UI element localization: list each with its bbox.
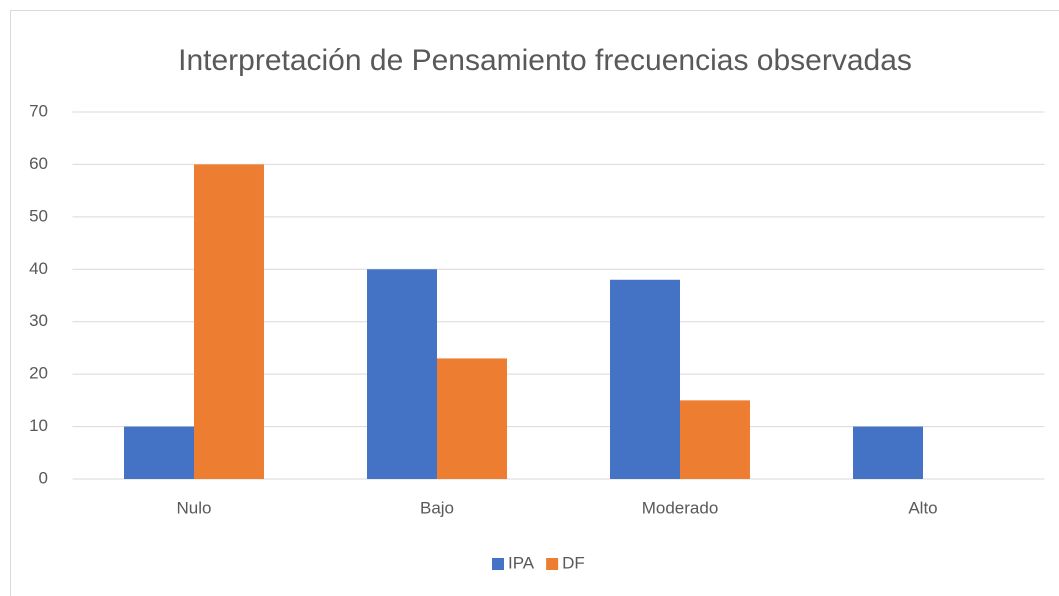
y-tick-label: 50 [29, 206, 48, 225]
y-tick-label: 40 [29, 259, 48, 278]
bar [853, 426, 923, 479]
legend-label: IPA [508, 553, 535, 572]
x-tick-label: Alto [908, 498, 937, 517]
legend-swatch [546, 558, 559, 570]
y-tick-label: 0 [39, 468, 48, 487]
x-tick-label: Moderado [642, 498, 719, 517]
legend-label: DF [562, 553, 585, 572]
bar [367, 269, 437, 479]
y-tick-label: 60 [29, 154, 48, 173]
bar [680, 400, 750, 479]
bar [124, 426, 194, 479]
bar [194, 164, 264, 479]
x-tick-label: Bajo [420, 498, 454, 517]
y-tick-label: 70 [29, 101, 48, 120]
x-tick-label: Nulo [177, 498, 212, 517]
chart-title: Interpretación de Pensamiento frecuencia… [178, 44, 912, 77]
legend-swatch [492, 558, 504, 570]
y-tick-label: 30 [29, 311, 48, 330]
bar [437, 358, 507, 479]
y-tick-label: 10 [29, 416, 48, 435]
bar [610, 279, 680, 479]
y-tick-label: 20 [29, 364, 48, 383]
chart-frame [10, 10, 1059, 596]
